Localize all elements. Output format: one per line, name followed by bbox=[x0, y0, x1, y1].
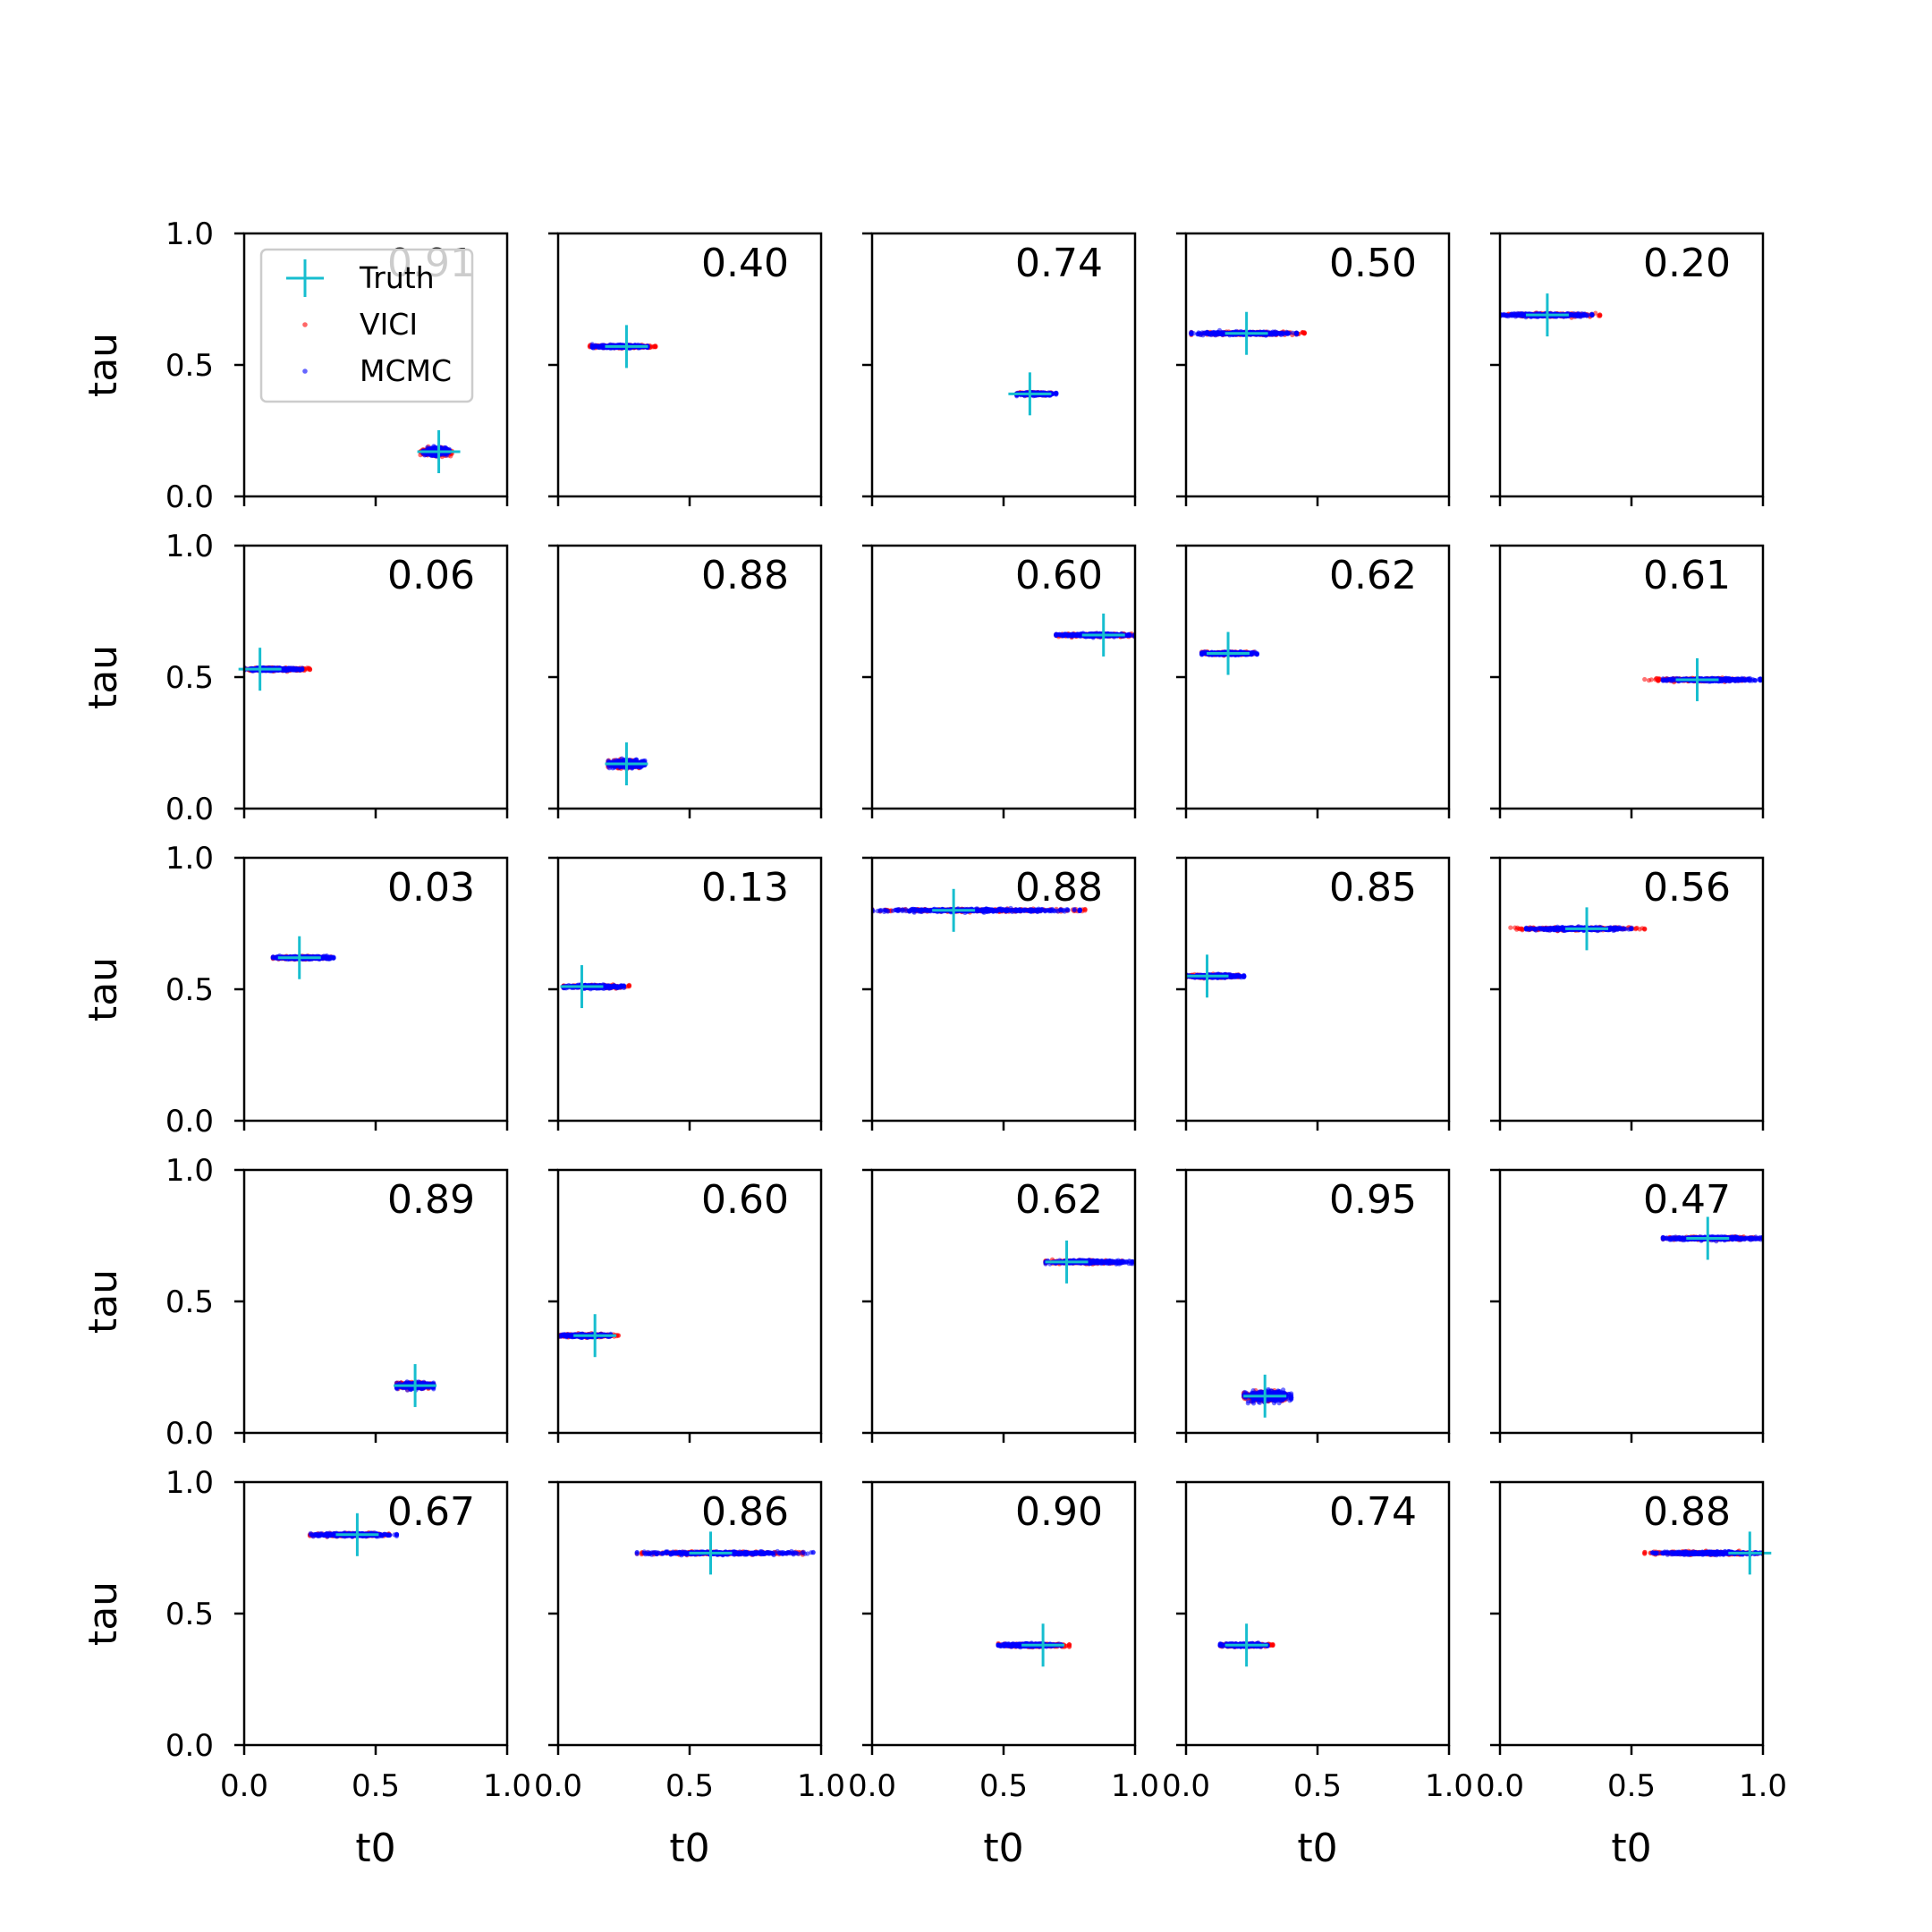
subplot-5: 0.20 bbox=[1490, 232, 1765, 506]
mcmc-sample-point bbox=[1293, 330, 1300, 335]
subplot-score: 0.06 bbox=[387, 553, 475, 598]
subplot-2: 0.40 bbox=[548, 232, 823, 506]
mcmc-sample-point bbox=[292, 667, 297, 673]
mcmc-sample-point bbox=[284, 668, 289, 674]
mcmc-sample-point bbox=[1575, 310, 1581, 316]
mcmc-sample-point bbox=[1202, 331, 1208, 336]
subplot-score: 0.50 bbox=[1329, 241, 1417, 286]
mcmc-sample-point bbox=[1208, 331, 1214, 336]
mcmc-sample-point bbox=[1212, 330, 1217, 335]
subplot-score: 0.88 bbox=[701, 553, 789, 598]
mcmc-sample-point bbox=[1511, 312, 1516, 318]
subplot-score: 0.20 bbox=[1643, 241, 1731, 286]
mcmc-sample-point bbox=[589, 342, 595, 347]
y-axis-label: tau bbox=[80, 333, 126, 397]
vici-sample-point bbox=[304, 665, 309, 671]
mcmc-sample-point bbox=[616, 765, 623, 770]
y-tick-label: 1.0 bbox=[165, 216, 214, 252]
mcmc-sample-point bbox=[1507, 313, 1513, 318]
y-tick-label: 0.0 bbox=[165, 792, 214, 827]
mcmc-sample-point bbox=[1285, 331, 1291, 336]
subplot-3: 0.74 bbox=[862, 232, 1137, 506]
vici-sample-point bbox=[1597, 312, 1603, 318]
mcmc-sample-point bbox=[1504, 313, 1509, 318]
vici-sample-point bbox=[1301, 330, 1307, 335]
mcmc-sample-point bbox=[633, 757, 639, 763]
subplot-grid: 0.910.00.51.0tau0.400.740.500.200.060.00… bbox=[80, 216, 1787, 1871]
subplot-8: 0.60 bbox=[862, 544, 1137, 818]
subplot-7: 0.88 bbox=[548, 544, 823, 818]
y-tick-label: 0.5 bbox=[165, 660, 214, 696]
mcmc-sample-point bbox=[1589, 312, 1595, 318]
mcmc-sample-point bbox=[1290, 330, 1295, 335]
vici-sample-point bbox=[653, 344, 658, 350]
y-tick-label: 1.0 bbox=[165, 529, 214, 564]
mcmc-sample-point bbox=[599, 343, 605, 348]
mcmc-sample-point bbox=[1054, 391, 1059, 396]
subplot-6: 0.06 0.0 0.5 1.0 tau bbox=[80, 529, 509, 827]
subplot-score: 0.40 bbox=[701, 241, 789, 286]
y-tick-label: 0.5 bbox=[165, 348, 214, 384]
subplot-score: 0.74 bbox=[1015, 241, 1103, 286]
mcmc-sample-point bbox=[1189, 331, 1194, 337]
mcmc-sample-point bbox=[1272, 332, 1277, 337]
mcmc-sample-point bbox=[1220, 330, 1225, 335]
y-axis-label: tau bbox=[80, 645, 126, 709]
subplot-4: 0.50 bbox=[1176, 232, 1451, 506]
mcmc-sample-point bbox=[621, 758, 626, 763]
mcmc-sample-point bbox=[1198, 332, 1203, 337]
y-tick-label: 0.0 bbox=[165, 479, 214, 515]
